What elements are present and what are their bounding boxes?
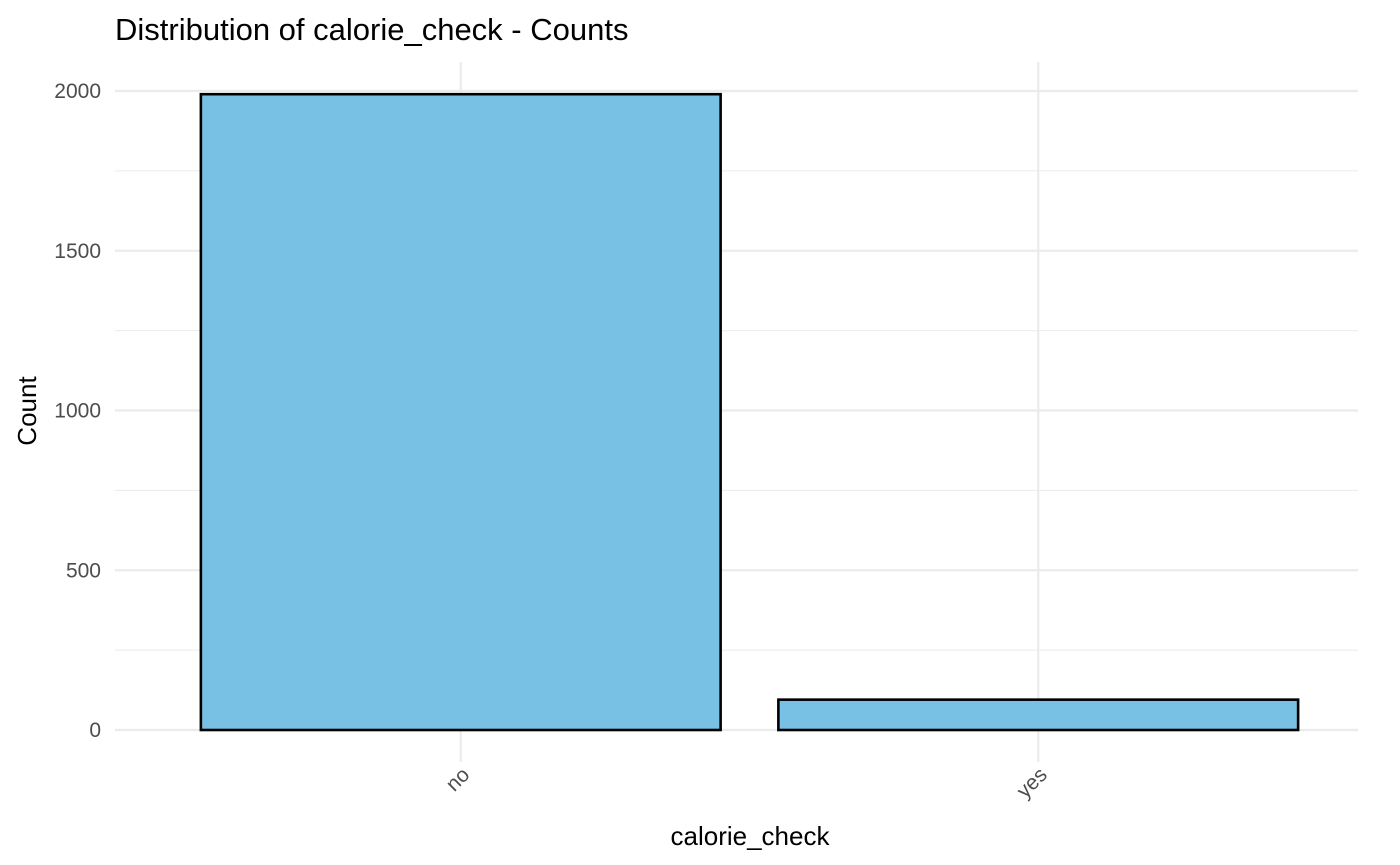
y-tick-label: 1500	[54, 240, 101, 263]
y-tick-label: 500	[66, 559, 101, 582]
x-tick-label: yes	[1012, 763, 1051, 802]
y-axis-ticks: 0 500 1000 1500 2000	[54, 80, 101, 742]
bars	[199, 92, 1300, 732]
bar-yes	[777, 698, 1300, 732]
bar-no	[199, 92, 722, 732]
x-tick-label: no	[442, 763, 475, 796]
y-axis-title: Count	[12, 376, 42, 446]
x-axis-ticks: no yes	[442, 763, 1052, 802]
y-tick-label: 0	[89, 719, 101, 742]
y-tick-label: 2000	[54, 80, 101, 103]
x-axis-title: calorie_check	[671, 821, 831, 851]
chart-title: Distribution of calorie_check - Counts	[115, 12, 628, 47]
y-tick-label: 1000	[54, 400, 101, 423]
